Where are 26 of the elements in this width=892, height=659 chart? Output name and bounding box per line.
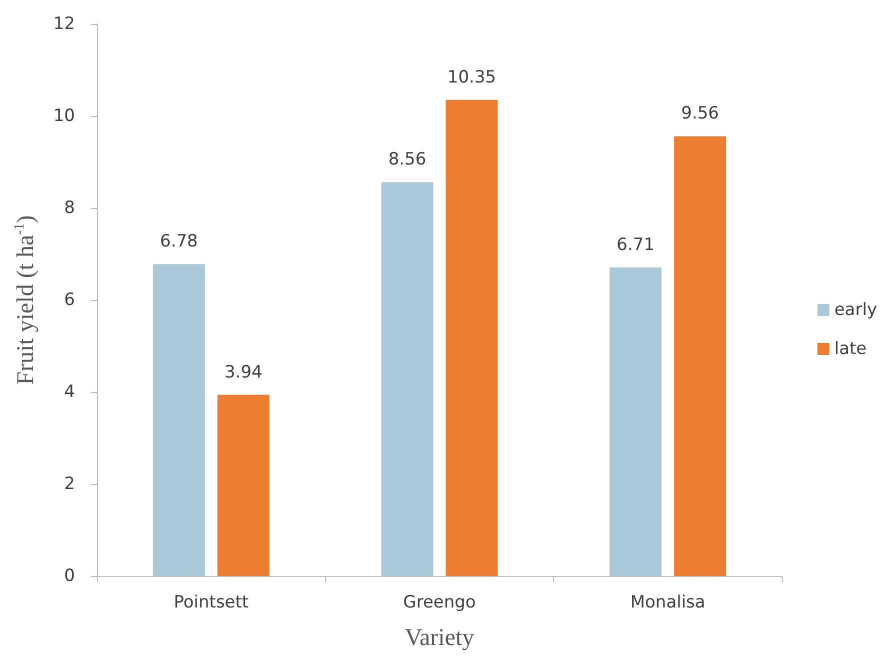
bar (217, 394, 270, 576)
bar (152, 264, 205, 576)
data-label: 3.94 (224, 362, 262, 382)
y-tick-label: 8 (64, 198, 75, 218)
data-label: 6.78 (160, 232, 198, 252)
y-tick-label: 12 (53, 14, 75, 34)
bar (610, 267, 662, 576)
bar (446, 100, 498, 576)
x-tick-label: Greengo (403, 592, 476, 612)
x-tick-label: Monalisa (630, 592, 706, 612)
y-axis-title: Fruit yield (t ha-1) (12, 215, 39, 385)
y-tick-label: 2 (64, 474, 75, 494)
y-tick-label: 10 (53, 106, 75, 126)
data-label: 6.71 (616, 234, 655, 255)
legend-label: early (834, 300, 878, 320)
x-tick-label: Pointsett (174, 592, 249, 612)
data-label: 10.35 (447, 67, 496, 88)
bar (674, 136, 726, 576)
data-label: 9.56 (681, 104, 720, 124)
data-label: 8.56 (388, 150, 426, 170)
y-tick-label: 6 (64, 290, 75, 310)
y-tick-label: 0 (64, 566, 75, 586)
y-tick-label: 4 (64, 382, 75, 402)
x-axis-title: Variety (404, 625, 474, 651)
bar (381, 182, 434, 576)
legend-label: late (834, 339, 867, 359)
